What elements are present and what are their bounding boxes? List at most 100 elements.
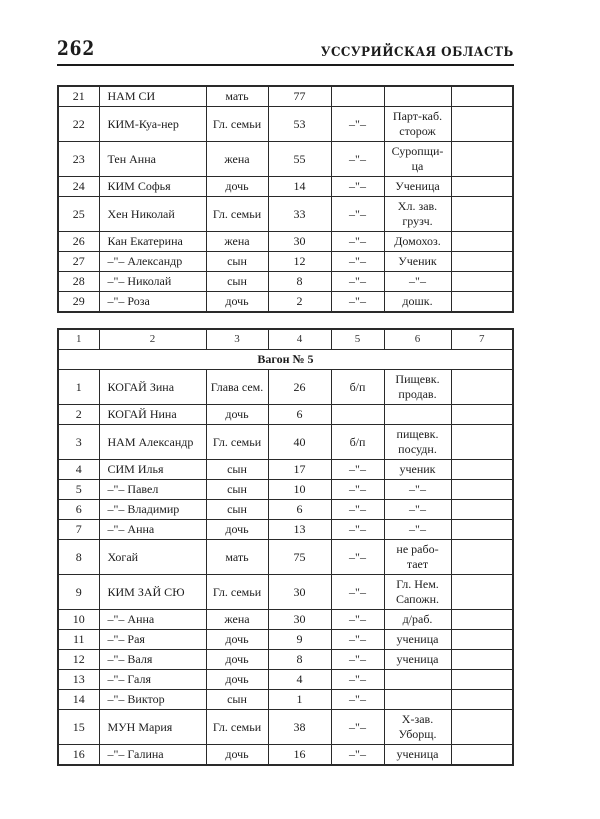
- table-cell: [383, 404, 452, 425]
- row-number-cell: 4: [57, 459, 100, 480]
- table-row: 16 –"– Галина дочь 16 –"– ученица: [57, 744, 514, 766]
- column-number-cell: 6: [383, 328, 452, 350]
- row-number-cell: 12: [57, 649, 100, 670]
- table-cell: 6: [267, 499, 332, 520]
- row-number-cell: 21: [57, 85, 100, 107]
- table-cell: [450, 709, 514, 745]
- column-number-cell: 3: [205, 328, 269, 350]
- table-cell: КОГАЙ Зина: [98, 369, 207, 405]
- row-number-cell: 13: [57, 669, 100, 690]
- table-cell: Хен Николай: [98, 196, 207, 232]
- table-cell: [450, 251, 514, 272]
- table-cell: КИМ ЗАЙ СЮ: [98, 574, 207, 610]
- table-row: 22 КИМ-Куа-нер Гл. семьи 53 –"– Парт-каб. сто…: [57, 106, 514, 142]
- table-cell: Глава сем.: [205, 369, 269, 405]
- table-cell: [450, 574, 514, 610]
- table-cell: Кан Екатерина: [98, 231, 207, 252]
- table-cell: 12: [267, 251, 332, 272]
- table-cell: [450, 404, 514, 425]
- table-cell: –"–: [330, 271, 385, 292]
- table-cell: Тен Анна: [98, 141, 207, 177]
- table-row: 7 –"– Анна дочь 13 –"– –"–: [57, 519, 514, 540]
- table-row: 25 Хен Николай Гл. семьи 33 –"– Хл. зав. груз…: [57, 196, 514, 232]
- table-cell: [450, 629, 514, 650]
- table-cell: [450, 196, 514, 232]
- row-number-cell: 2: [57, 404, 100, 425]
- table-cell: 77: [267, 85, 332, 107]
- table-cell: –"–: [330, 574, 385, 610]
- column-number-cell: 4: [267, 328, 332, 350]
- row-number-cell: 14: [57, 689, 100, 710]
- table-row: 4 СИМ Илья сын 17 –"– ученик: [57, 459, 514, 480]
- table-cell: –"– Галина: [98, 744, 207, 766]
- row-number-cell: 22: [57, 106, 100, 142]
- table-cell: сын: [205, 689, 269, 710]
- table-cell: –"–: [383, 519, 452, 540]
- table-cell: 40: [267, 424, 332, 460]
- table-cell: Гл. семьи: [205, 574, 269, 610]
- table-body: 1 2 3 4 5 6 7 Вагон № 5 1 КОГАЙ Зина Глава сем. 26 б…: [57, 328, 514, 766]
- table-cell: 1: [267, 689, 332, 710]
- table-cell: не рабо- тает: [383, 539, 452, 575]
- row-number-cell: 5: [57, 479, 100, 500]
- table-cell: [383, 669, 452, 690]
- table-cell: пищевк. посудн.: [383, 424, 452, 460]
- table-cell: жена: [205, 141, 269, 177]
- table-cell: сын: [205, 459, 269, 480]
- row-number-cell: 29: [57, 291, 100, 313]
- table-cell: 30: [267, 231, 332, 252]
- column-number-cell: 1: [57, 328, 100, 350]
- table-cell: дочь: [205, 744, 269, 766]
- table-cell: ученица: [383, 649, 452, 670]
- table-cell: 30: [267, 574, 332, 610]
- table-cell: 10: [267, 479, 332, 500]
- table-cell: –"–: [330, 609, 385, 630]
- table-cell: [450, 479, 514, 500]
- table-cell: –"–: [330, 519, 385, 540]
- table-cell: жена: [205, 609, 269, 630]
- table-cell: [450, 744, 514, 766]
- table-cell: [330, 85, 385, 107]
- table-cell: 2: [267, 291, 332, 313]
- column-number-cell: 7: [450, 328, 514, 350]
- table-cell: [383, 85, 452, 107]
- table-cell: [450, 231, 514, 252]
- table-cell: [450, 539, 514, 575]
- row-number-cell: 28: [57, 271, 100, 292]
- table-cell: –"– Анна: [98, 519, 207, 540]
- table-cell: –"–: [330, 251, 385, 272]
- table-cell: МУН Мария: [98, 709, 207, 745]
- table-cell: д/раб.: [383, 609, 452, 630]
- table-cell: 9: [267, 629, 332, 650]
- page-title: УССУРИЙСКАЯ ОБЛАСТЬ: [321, 45, 514, 60]
- table-row: 24 КИМ Софья дочь 14 –"– Ученица: [57, 176, 514, 197]
- table-cell: [450, 369, 514, 405]
- table-cell: КИМ-Куа-нер: [98, 106, 207, 142]
- table-row: 1 КОГАЙ Зина Глава сем. 26 б/п Пищевк. продав…: [57, 369, 514, 405]
- table-cell: [450, 271, 514, 292]
- row-number-cell: 1: [57, 369, 100, 405]
- table-cell: дочь: [205, 649, 269, 670]
- table-cell: [450, 649, 514, 670]
- table-cell: Гл. Нем. Сапожн.: [383, 574, 452, 610]
- row-number-cell: 9: [57, 574, 100, 610]
- row-number-cell: 11: [57, 629, 100, 650]
- table-cell: [450, 291, 514, 313]
- page-number: 262: [57, 36, 96, 60]
- table-cell: –"–: [330, 106, 385, 142]
- column-number-cell: 2: [98, 328, 207, 350]
- table-cell: Домохоз.: [383, 231, 452, 252]
- table-cell: [450, 459, 514, 480]
- table-cell: 75: [267, 539, 332, 575]
- table-cell: –"–: [330, 689, 385, 710]
- table-cell: Ученица: [383, 176, 452, 197]
- table-cell: Суропщи- ца: [383, 141, 452, 177]
- table-cell: –"–: [330, 141, 385, 177]
- table-cell: б/п: [330, 369, 385, 405]
- table-cell: [450, 689, 514, 710]
- table-cell: ученик: [383, 459, 452, 480]
- table-cell: б/п: [330, 424, 385, 460]
- table-cell: мать: [205, 85, 269, 107]
- table-cell: –"–: [330, 709, 385, 745]
